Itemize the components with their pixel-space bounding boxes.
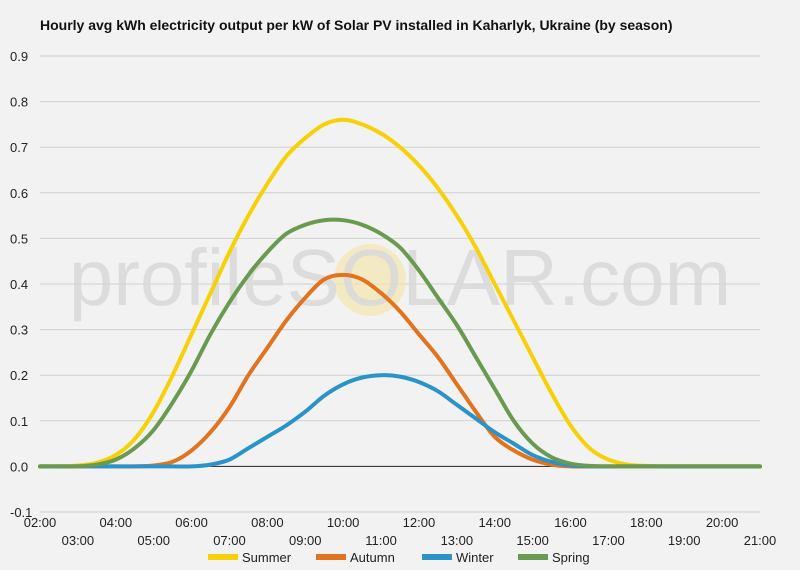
x-tick-label: 17:00 xyxy=(592,533,625,548)
y-tick-label: 0.0 xyxy=(10,459,28,474)
x-tick-label: 06:00 xyxy=(175,515,208,530)
legend-swatch xyxy=(208,554,238,560)
x-tick-label: 04:00 xyxy=(100,515,133,530)
x-tick-label: 10:00 xyxy=(327,515,360,530)
x-tick-label: 09:00 xyxy=(289,533,322,548)
y-tick-label: 0.3 xyxy=(10,323,28,338)
x-tick-label: 19:00 xyxy=(668,533,701,548)
series xyxy=(38,117,762,469)
legend-item-summer: Summer xyxy=(208,550,292,565)
x-tick-label: 20:00 xyxy=(706,515,739,530)
y-tick-label: -0.1 xyxy=(10,505,32,520)
y-tick-label: 0.1 xyxy=(10,414,28,429)
series-line-spring xyxy=(38,217,762,469)
legend-item-autumn: Autumn xyxy=(316,550,395,565)
legend-label: Winter xyxy=(456,550,494,565)
y-tick-label: 0.6 xyxy=(10,186,28,201)
legend-label: Summer xyxy=(242,550,292,565)
y-axis: -0.1 0.0 0.1 0.2 0.3 0.4 0.5 0.6 0.7 0.8 0.9 xyxy=(10,49,32,520)
legend-swatch xyxy=(422,554,452,560)
x-tick-label: 07:00 xyxy=(213,533,246,548)
x-tick-label: 13:00 xyxy=(441,533,474,548)
legend-label: Spring xyxy=(552,550,590,565)
y-tick-label: 0.5 xyxy=(10,231,28,246)
x-tick-label: 12:00 xyxy=(403,515,436,530)
x-tick-label: 15:00 xyxy=(516,533,549,548)
legend: Summer Autumn Winter Spring xyxy=(208,550,590,565)
legend-label: Autumn xyxy=(350,550,395,565)
y-tick-label: 0.2 xyxy=(10,368,28,383)
y-tick-label: 0.9 xyxy=(10,49,28,64)
x-tick-label: 03:00 xyxy=(62,533,95,548)
x-tick-label: 05:00 xyxy=(137,533,170,548)
y-tick-label: 0.7 xyxy=(10,140,28,155)
x-tick-label: 08:00 xyxy=(251,515,284,530)
x-tick-label: 02:00 xyxy=(24,515,57,530)
x-tick-label: 21:00 xyxy=(744,533,777,548)
x-tick-label: 16:00 xyxy=(554,515,587,530)
x-tick-label: 14:00 xyxy=(478,515,511,530)
x-axis: 02:00 03:00 04:00 05:00 06:00 07:00 08:00 09:00… xyxy=(24,515,777,548)
chart-title: Hourly avg kWh electricity output per kW… xyxy=(40,17,673,33)
legend-swatch xyxy=(518,554,548,560)
x-tick-label: 18:00 xyxy=(630,515,663,530)
y-tick-label: 0.8 xyxy=(10,95,28,110)
legend-item-spring: Spring xyxy=(518,550,590,565)
legend-swatch xyxy=(316,554,346,560)
legend-item-winter: Winter xyxy=(422,550,494,565)
x-tick-label: 11:00 xyxy=(365,533,397,548)
y-tick-label: 0.4 xyxy=(10,277,28,292)
